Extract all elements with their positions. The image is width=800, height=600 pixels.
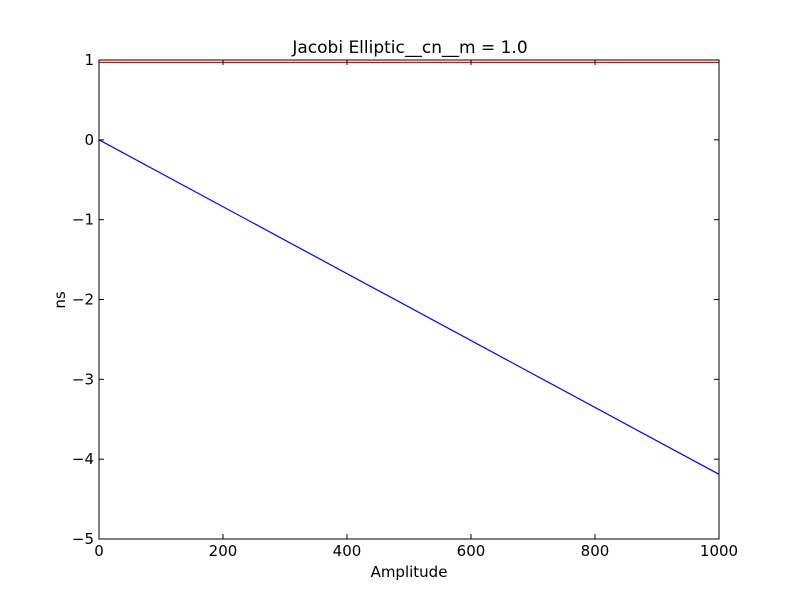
y-tick-label: 0 [84,131,94,149]
x-tick-label: 200 [209,542,238,560]
x-tick-label: 400 [333,542,362,560]
x-tick-label: 600 [457,542,486,560]
y-tick-label: −2 [72,291,94,309]
y-tick-label: 1 [84,51,94,69]
y-tick-label: −3 [72,370,94,388]
y-axis-label: ns [51,291,69,309]
x-tick-label: 800 [581,542,610,560]
y-tick-label: −5 [72,530,94,548]
x-tick-label: 0 [94,542,104,560]
plot-area: 0 200 400 600 800 1000 1 0 −1 −2 −3 −4 −5 [72,51,738,560]
x-axis-label: Amplitude [371,563,448,581]
x-tick-label: 1000 [700,542,738,560]
chart-title: Jacobi Elliptic__cn__m = 1.0 [291,38,527,58]
series-line-2 [98,139,720,475]
plot-frame [98,59,720,540]
y-tick-label: −1 [72,211,94,229]
y-tick-label: −4 [72,450,94,468]
